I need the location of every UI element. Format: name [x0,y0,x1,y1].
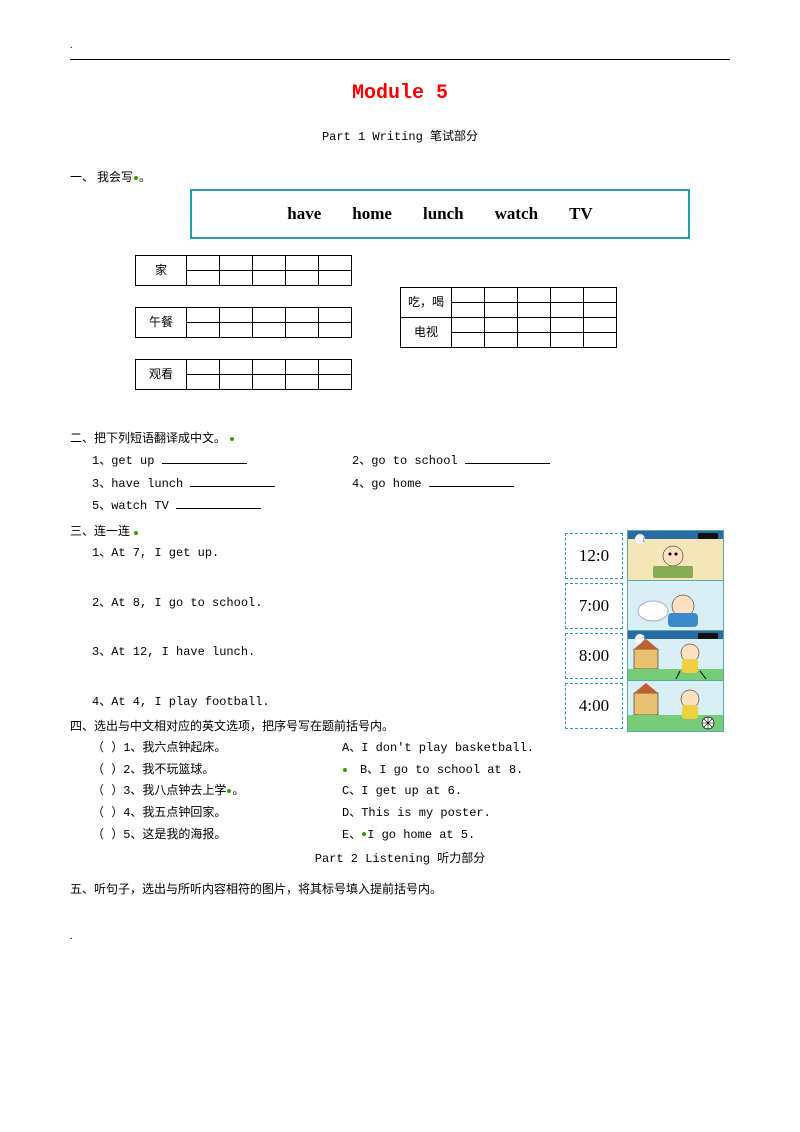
q4-l1[interactable]: （ ）1、我六点钟起床。 [92,738,342,760]
section-2: 二、把下列短语翻译成中文。 1、get up 2、go to school 3、… [70,427,730,518]
module-title: Module 5 [70,82,730,105]
blank-input[interactable] [162,451,247,464]
table-tv[interactable]: 电视 [400,317,617,348]
header-dot: . [70,40,730,51]
blank-input[interactable] [429,474,514,487]
q4-r4: D、This is my poster. [342,803,602,825]
sec2-heading: 二、把下列短语翻译成中文。 [70,431,226,445]
pic-3: 2 [627,630,724,682]
q3-2: 2、At 8, I go to school. [92,596,262,610]
q2-2b: 4、go home [352,477,422,491]
green-dot-icon [227,789,231,793]
pic-2 [627,580,724,632]
green-dot-icon [230,437,234,441]
q4-r5a: E、 [342,828,361,842]
q3-right-column: 12:0 1 7:00 8:00 2 4:00 [565,531,760,731]
q4-l5[interactable]: （ ）5、这是我的海报。 [92,825,342,847]
sec1-heading: 一、 我会写 [70,170,133,184]
table-home[interactable]: 家 [135,255,352,286]
footer-dot: . [70,931,730,942]
word-box: have home lunch watch TV [190,189,690,239]
table-lunch[interactable]: 午餐 [135,307,352,338]
top-rule [70,59,730,60]
green-dot-icon [362,832,366,836]
part2-subtitle: Part 2 Listening 听力部分 [70,849,730,866]
green-dot-icon [343,768,347,772]
section-4: 四、选出与中文相对应的英文选项，把序号写在题前括号内。 （ ）1、我六点钟起床。… [70,715,730,846]
q4-r2: B、I go to school at 8. [360,763,523,777]
q2-1b: 2、go to school [352,454,458,468]
pic-1: 1 [627,530,724,582]
section-5: 五、听句子，选出与所听内容相符的图片，将其标号填入提前括号内。 [70,878,730,901]
time-box-3[interactable]: 8:00 [565,633,623,679]
word-2: home [352,204,392,223]
q4-r5b: I go home at 5. [367,828,475,842]
table-watch[interactable]: 观看 [135,359,352,390]
q4-r1: A、I don't play basketball. [342,738,602,760]
word-4: watch [495,204,538,223]
time-box-2[interactable]: 7:00 [565,583,623,629]
q2-1a: 1、get up [92,454,154,468]
blank-input[interactable] [465,451,550,464]
write-tables: 家 午餐 观看 吃，喝 电视 [70,255,730,415]
word-1: have [287,204,321,223]
table-home-label: 家 [136,256,187,286]
q3-4: 4、At 4, I play football. [92,695,270,709]
table-lunch-label: 午餐 [136,308,187,338]
table-eat-drink[interactable]: 吃，喝 [400,287,617,318]
q2-2a: 3、have lunch [92,477,183,491]
word-3: lunch [423,204,464,223]
q3-1: 1、At 7, I get up. [92,546,219,560]
blank-input[interactable] [190,474,275,487]
green-dot-icon [134,176,138,180]
part1-subtitle: Part 1 Writing 笔试部分 [70,127,730,144]
time-box-1[interactable]: 12:0 [565,533,623,579]
section-3: 三、连一连 1、At 7, I get up. 2、At 8, I go to … [70,520,730,713]
table-watch-label: 观看 [136,360,187,390]
sec4-heading: 四、选出与中文相对应的英文选项，把序号写在题前括号内。 [70,719,394,733]
q4-r3: C、I get up at 6. [342,781,602,803]
blank-input[interactable] [176,496,261,509]
word-5: TV [569,204,593,223]
pic-4 [627,680,724,732]
green-dot-icon [134,531,138,535]
q2-3a: 5、watch TV [92,499,169,513]
section-1: 一、 我会写。 have home lunch watch TV 家 午餐 观看… [70,166,730,415]
svg-text:1: 1 [642,536,646,544]
time-box-4[interactable]: 4:00 [565,683,623,729]
q4-l3[interactable]: （ ）3、我八点钟去上学 [92,784,226,798]
q4-l2[interactable]: （ ）2、我不玩篮球。 [92,760,342,782]
q4-l4[interactable]: （ ）4、我五点钟回家。 [92,803,342,825]
q3-3: 3、At 12, I have lunch. [92,645,255,659]
table-eat-drink-label: 吃，喝 [401,288,452,318]
table-tv-label: 电视 [401,318,452,348]
sec1-after: 。 [139,170,151,184]
sec3-heading: 三、连一连 [70,524,130,538]
